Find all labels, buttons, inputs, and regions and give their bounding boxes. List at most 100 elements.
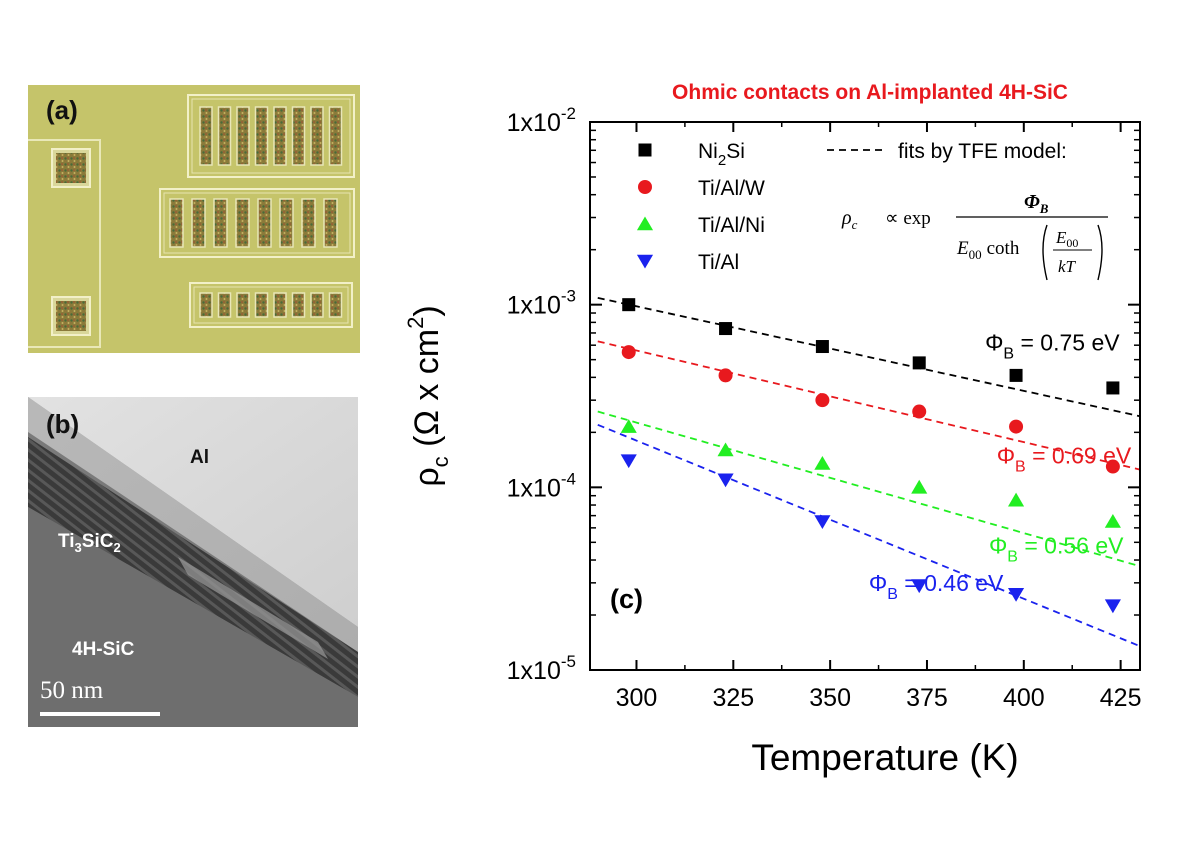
- micrograph-image: [28, 85, 360, 353]
- x-tick-label: 325: [712, 684, 754, 712]
- panel-c-label: (c): [610, 584, 643, 614]
- fit-line: [597, 340, 1141, 471]
- fit-lines: [597, 296, 1141, 648]
- data-point: [912, 356, 926, 370]
- data-point: [622, 298, 636, 312]
- x-tick-label: 425: [1100, 684, 1142, 712]
- data-point: [814, 515, 831, 530]
- barrier-height-label: ΦB = 0.46 eV: [869, 570, 1004, 603]
- data-point: [621, 345, 636, 360]
- tlm-pad: [301, 198, 316, 248]
- tlm-pad: [254, 292, 269, 318]
- tlm-pad: [199, 106, 213, 166]
- barrier-height-label: ΦB = 0.69 eV: [997, 443, 1132, 476]
- chart-title: Ohmic contacts on Al-implanted 4H-SiC: [672, 81, 1068, 104]
- data-point: [1009, 368, 1023, 382]
- x-axis-label: Temperature (K): [751, 737, 1018, 778]
- tlm-pad: [273, 106, 287, 166]
- tem-image-panel: (b) Al Ti3SiC2 4H-SiC 50 nm: [28, 397, 358, 727]
- data-point: [911, 579, 928, 594]
- tlm-pad: [213, 198, 228, 248]
- x-tick-label: 300: [616, 684, 658, 712]
- data-point: [815, 340, 829, 354]
- tlm-pad: [291, 292, 306, 318]
- y-tick-label: 1x10-5: [507, 652, 576, 685]
- formula-inner-denominator: kT: [1058, 257, 1077, 276]
- formula-inner-numerator: E00: [1055, 228, 1078, 250]
- formula-denominator: E00 coth: [956, 238, 1020, 262]
- tlm-row-3: [189, 282, 353, 328]
- y-tick-label: 1x10-4: [507, 469, 576, 502]
- tlm-pad: [217, 292, 232, 318]
- data-markers: [620, 298, 1121, 614]
- tlm-pad: [169, 198, 184, 248]
- tlm-row-1: [187, 94, 355, 178]
- barrier-height-label: ΦB = 0.75 eV: [985, 330, 1120, 363]
- data-point: [1104, 599, 1121, 614]
- data-point: [718, 368, 733, 383]
- data-point: [717, 442, 734, 457]
- tlm-pad: [217, 106, 232, 166]
- data-point: [1009, 419, 1024, 434]
- tlm-pad: [310, 106, 324, 166]
- tlm-pad: [323, 198, 338, 248]
- tlm-pad: [199, 292, 213, 318]
- tlm-pad: [279, 198, 294, 248]
- tlm-pad: [273, 292, 287, 318]
- tlm-pad: [257, 198, 272, 248]
- data-point: [717, 473, 734, 488]
- data-point: [620, 454, 637, 469]
- chart-labels: 300 325 350 375 400 425 1x10-5 1x10-4 1x10-3 1x10…: [403, 81, 1141, 778]
- fit-legend-label: fits by TFE model:: [898, 140, 1067, 163]
- data-point: [1106, 381, 1120, 395]
- x-tick-label: 375: [906, 684, 948, 712]
- formula-paren-right: [1097, 224, 1103, 281]
- tlm-pad: [328, 106, 343, 166]
- tlm-row-2: [159, 188, 355, 258]
- x-tick-label: 400: [1003, 684, 1045, 712]
- panel-b-label: (b): [46, 409, 80, 439]
- legend-marker: [636, 216, 654, 231]
- data-point: [620, 419, 637, 433]
- tlm-pad: [236, 292, 250, 318]
- data-point: [1105, 459, 1120, 474]
- data-point: [815, 393, 830, 408]
- data-point: [814, 455, 831, 470]
- axes: [589, 121, 1141, 671]
- y-axis-label: ρc (Ω x cm2): [403, 305, 453, 486]
- scale-bar-label: 50 nm: [40, 677, 104, 704]
- scale-bar: [40, 712, 160, 716]
- legend-marker: [638, 180, 652, 194]
- fit-line: [597, 423, 1141, 648]
- contact-resistivity-chart: 300 325 350 375 400 425 1x10-5 1x10-4 1x10-3 1x10…: [403, 81, 1141, 778]
- sic-layer-label: 4H-SiC: [72, 639, 135, 660]
- tlm-pad: [291, 106, 306, 166]
- legend-label: Ti/Al/Ni: [698, 214, 765, 237]
- data-point: [1104, 513, 1121, 528]
- fit-line: [597, 410, 1141, 568]
- formula-prop: ∝ exp: [885, 208, 931, 229]
- y-tick-label: 1x10-3: [507, 287, 576, 320]
- data-point: [719, 322, 733, 336]
- tlm-pad: [191, 198, 206, 248]
- legend-label: Ni2Si: [698, 140, 745, 169]
- barrier-height-label: ΦB = 0.56 eV: [989, 532, 1124, 565]
- x-tick-label: 350: [809, 684, 851, 712]
- fit-line: [597, 296, 1141, 418]
- tlm-pad: [328, 292, 343, 318]
- legend-label: Ti/Al/W: [698, 177, 765, 200]
- formula-numerator: ΦB: [1024, 191, 1049, 216]
- tlm-pad: [254, 106, 269, 166]
- al-layer-label: Al: [190, 447, 209, 468]
- ti3sic2-layer-label: Ti3SiC2: [58, 531, 121, 555]
- legend-label: Ti/Al: [698, 251, 739, 274]
- tlm-pad: [235, 198, 250, 248]
- formula-lhs: ρc: [841, 207, 858, 232]
- plot-frame: [589, 121, 1141, 671]
- optical-micrograph-panel: (a): [28, 85, 360, 353]
- formula-paren-left: [1042, 224, 1048, 281]
- data-point: [912, 404, 927, 419]
- data-point: [1007, 492, 1025, 507]
- data-point: [1007, 587, 1025, 602]
